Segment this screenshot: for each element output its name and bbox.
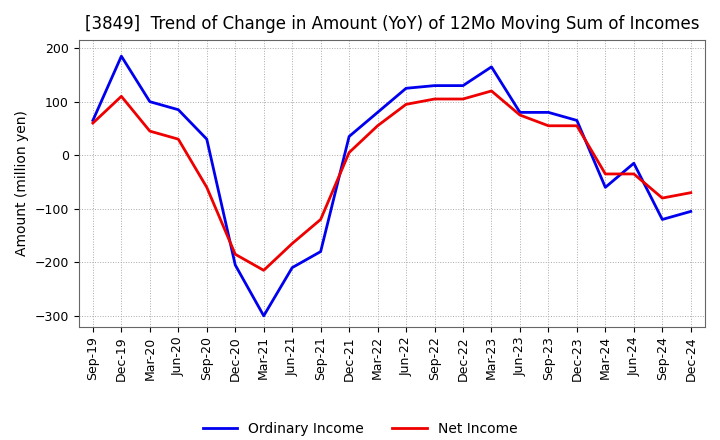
Ordinary Income (288, 265, 297, 270)
Net Income (544, 123, 553, 128)
Ordinary Income (89, 118, 97, 123)
Ordinary Income (345, 134, 354, 139)
Ordinary Income (231, 262, 240, 268)
Net Income (402, 102, 410, 107)
Net Income (231, 252, 240, 257)
Ordinary Income (658, 217, 667, 222)
Ordinary Income (544, 110, 553, 115)
Net Income (459, 96, 467, 102)
Net Income (373, 123, 382, 128)
Net Income (431, 96, 439, 102)
Ordinary Income (117, 54, 126, 59)
Net Income (174, 136, 183, 142)
Line: Ordinary Income: Ordinary Income (93, 56, 690, 316)
Ordinary Income (316, 249, 325, 254)
Ordinary Income (572, 118, 581, 123)
Net Income (658, 195, 667, 201)
Net Income (202, 185, 211, 190)
Title: [3849]  Trend of Change in Amount (YoY) of 12Mo Moving Sum of Incomes: [3849] Trend of Change in Amount (YoY) o… (84, 15, 699, 33)
Ordinary Income (629, 161, 638, 166)
Ordinary Income (373, 110, 382, 115)
Line: Net Income: Net Income (93, 91, 690, 270)
Ordinary Income (487, 64, 496, 70)
Net Income (117, 94, 126, 99)
Ordinary Income (202, 136, 211, 142)
Ordinary Income (516, 110, 524, 115)
Net Income (516, 113, 524, 118)
Net Income (487, 88, 496, 94)
Net Income (145, 128, 154, 134)
Net Income (288, 241, 297, 246)
Net Income (345, 150, 354, 155)
Legend: Ordinary Income, Net Income: Ordinary Income, Net Income (197, 417, 523, 440)
Ordinary Income (402, 86, 410, 91)
Ordinary Income (145, 99, 154, 104)
Ordinary Income (174, 107, 183, 112)
Net Income (629, 171, 638, 176)
Net Income (259, 268, 268, 273)
Ordinary Income (686, 209, 695, 214)
Ordinary Income (601, 185, 610, 190)
Ordinary Income (431, 83, 439, 88)
Net Income (89, 121, 97, 126)
Y-axis label: Amount (million yen): Amount (million yen) (15, 110, 29, 256)
Net Income (316, 217, 325, 222)
Ordinary Income (459, 83, 467, 88)
Net Income (601, 171, 610, 176)
Ordinary Income (259, 313, 268, 319)
Net Income (686, 190, 695, 195)
Net Income (572, 123, 581, 128)
